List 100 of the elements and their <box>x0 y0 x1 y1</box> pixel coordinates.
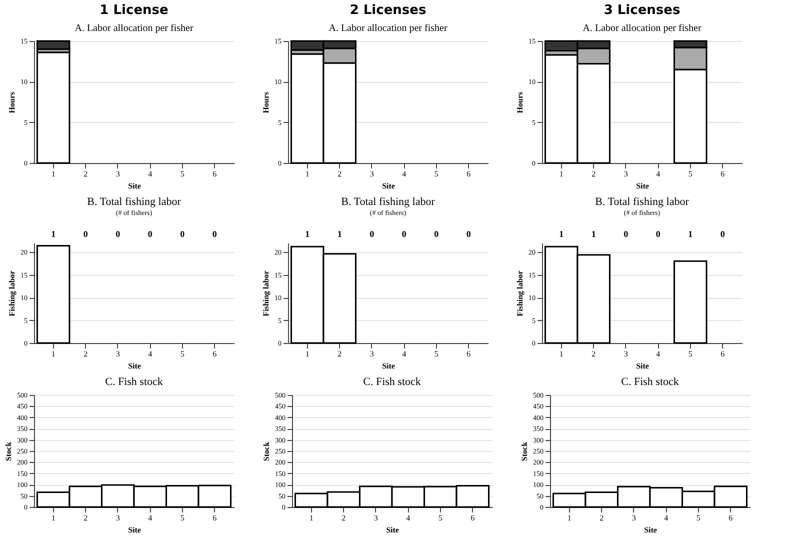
x-axis-title: Site <box>636 182 650 190</box>
x-tick-label: 2 <box>600 514 604 522</box>
x-tick-label: 1 <box>559 350 564 358</box>
x-tick-label: 3 <box>116 514 120 522</box>
y-axis-title: Fishing labor <box>262 270 270 316</box>
x-tick-label: 6 <box>466 350 471 358</box>
x-tick-label: 6 <box>212 170 217 178</box>
chart-title: B. Total fishing labor <box>595 196 690 208</box>
x-tick-label: 6 <box>720 170 725 178</box>
x-tick-label: 2 <box>338 350 342 358</box>
bar <box>674 260 708 344</box>
text: 0 <box>466 229 472 239</box>
x-tick-label: 3 <box>116 350 120 358</box>
x-axis-title: Site <box>382 362 396 370</box>
chart-title: C. Fish stock <box>621 376 680 388</box>
x-tick-label: 1 <box>567 514 572 522</box>
x-axis-title: Site <box>636 362 650 370</box>
chart-title: C. Fish stock <box>105 376 164 388</box>
text: 0 <box>624 229 629 239</box>
x-axis-title: Site <box>386 526 400 534</box>
x-tick-label: 5 <box>688 350 692 358</box>
y-axis-title: Stock <box>520 441 529 462</box>
x-tick-label: 3 <box>632 514 636 522</box>
x-tick-label: 3 <box>624 170 628 178</box>
x-tick-label: 2 <box>84 514 88 522</box>
x-tick-label: 6 <box>470 514 475 522</box>
x-tick-label: 4 <box>148 350 152 358</box>
x-tick-label: 1 <box>51 514 56 522</box>
chart-title: 3 Licenses <box>604 3 680 18</box>
x-tick-label: 2 <box>84 350 88 358</box>
x-tick-label: 4 <box>656 170 660 178</box>
x-tick-label: 2 <box>592 170 596 178</box>
x-axis-title: Site <box>128 182 142 190</box>
text: 1 <box>51 229 56 239</box>
text: 1 <box>337 229 342 239</box>
x-tick-label: 5 <box>180 170 184 178</box>
chart-subtitle: A. Labor allocation per fisher <box>74 23 194 34</box>
x-tick-label: 3 <box>624 350 628 358</box>
text: 0 <box>83 229 88 239</box>
text: 0 <box>720 229 726 239</box>
text: 0 <box>148 229 153 239</box>
x-tick-label: 2 <box>592 350 596 358</box>
x-tick-label: 1 <box>559 170 564 178</box>
x-tick-label: 5 <box>688 170 692 178</box>
text: 1 <box>559 229 564 239</box>
text: 1 <box>688 229 694 239</box>
x-tick-label: 5 <box>180 514 184 522</box>
x-tick-label: 1 <box>51 170 56 178</box>
x-tick-label: 4 <box>656 350 660 358</box>
text: 0 <box>656 229 661 239</box>
x-tick-label: 4 <box>402 170 406 178</box>
y-axis-title: Fishing labor <box>516 270 524 316</box>
x-tick-label: 1 <box>309 514 314 522</box>
chart-title: 2 Licenses <box>350 3 426 18</box>
chart-subtitle: A. Labor allocation per fisher <box>328 23 448 34</box>
x-tick-label: 4 <box>664 514 668 522</box>
x-tick-label: 2 <box>84 170 88 178</box>
x-axis-title: Site <box>382 182 396 190</box>
x-tick-label: 6 <box>212 350 217 358</box>
x-tick-label: 3 <box>116 170 120 178</box>
y-axis-title: Stock <box>262 441 271 462</box>
y-axis-title: Hours <box>8 92 16 114</box>
x-tick-label: 1 <box>305 170 310 178</box>
x-axis-title: Site <box>128 362 142 370</box>
x-tick-label: 4 <box>406 514 410 522</box>
x-tick-label: 5 <box>434 170 438 178</box>
chart-subtitle: A. Labor allocation per fisher <box>582 23 702 34</box>
text: 0 <box>180 229 186 239</box>
text: 0 <box>434 229 440 239</box>
x-tick-label: 3 <box>370 170 374 178</box>
x-tick-label: 6 <box>720 350 725 358</box>
x-tick-label: 6 <box>728 514 733 522</box>
x-tick-label: 1 <box>305 350 310 358</box>
x-tick-label: 3 <box>374 514 378 522</box>
x-axis-title: Site <box>644 526 658 534</box>
y-axis-title: Stock <box>4 441 13 462</box>
text: 1 <box>305 229 310 239</box>
text: 1 <box>591 229 596 239</box>
x-tick-label: 4 <box>402 350 406 358</box>
x-axis-title: Site <box>128 526 142 534</box>
x-tick-label: 5 <box>180 350 184 358</box>
chart-title: 1 License <box>100 3 168 18</box>
text: 0 <box>116 229 121 239</box>
chart-title: B. Total fishing labor <box>341 196 436 208</box>
y-axis-title: Hours <box>262 92 270 114</box>
chart-title: C. Fish stock <box>363 376 422 388</box>
x-tick-label: 5 <box>438 514 442 522</box>
y-axis-title: Fishing labor <box>8 270 16 316</box>
x-tick-label: 5 <box>696 514 700 522</box>
x-tick-label: 4 <box>148 170 152 178</box>
x-tick-label: 3 <box>370 350 374 358</box>
x-tick-label: 2 <box>342 514 346 522</box>
y-axis-title: Hours <box>516 92 524 114</box>
chart-title: B. Total fishing labor <box>87 196 182 208</box>
text: 0 <box>370 229 375 239</box>
x-tick-label: 6 <box>466 170 471 178</box>
x-tick-label: 1 <box>51 350 56 358</box>
text: 0 <box>402 229 407 239</box>
x-tick-label: 2 <box>338 170 342 178</box>
x-tick-label: 5 <box>434 350 438 358</box>
